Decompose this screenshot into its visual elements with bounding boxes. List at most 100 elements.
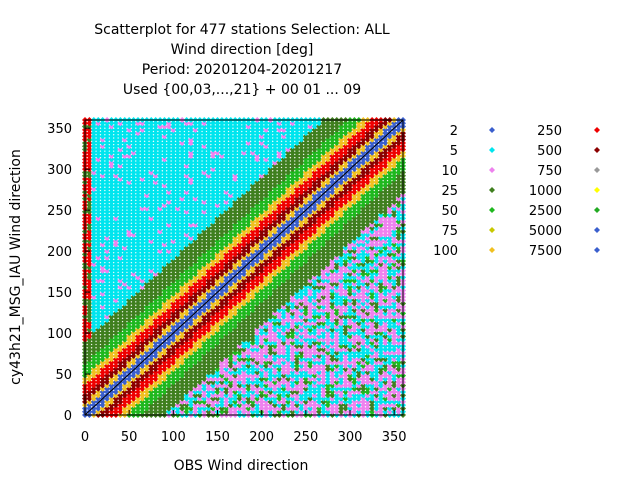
scatter-point bbox=[126, 238, 133, 245]
scatter-point bbox=[112, 395, 119, 402]
scatter-point bbox=[90, 280, 97, 287]
scatter-point bbox=[148, 189, 155, 196]
scatter-point bbox=[86, 221, 93, 228]
scatter-point bbox=[108, 130, 115, 137]
scatter-point bbox=[152, 254, 159, 261]
scatter-point bbox=[135, 290, 141, 297]
scatter-point bbox=[157, 300, 164, 307]
scatter-point bbox=[95, 254, 102, 261]
scatter-point bbox=[143, 248, 150, 255]
scatter-point bbox=[143, 405, 150, 412]
scatter-point bbox=[104, 408, 111, 415]
scatter-point bbox=[95, 294, 102, 300]
scatter-point bbox=[152, 205, 159, 212]
scatter-point bbox=[112, 405, 119, 412]
scatter-point bbox=[148, 313, 155, 320]
scatter-point bbox=[108, 349, 115, 356]
scatter-point bbox=[90, 392, 97, 399]
scatter-point bbox=[130, 146, 137, 153]
scatter-point bbox=[104, 257, 111, 264]
scatter-point bbox=[117, 326, 124, 333]
scatter-point bbox=[143, 235, 150, 241]
scatter-point bbox=[95, 346, 102, 353]
scatter-point bbox=[90, 244, 97, 251]
scatter-point bbox=[148, 359, 155, 366]
scatter-point bbox=[139, 385, 146, 392]
scatter-point bbox=[148, 212, 155, 219]
scatter-point bbox=[86, 202, 93, 209]
scatter-point bbox=[148, 133, 155, 140]
scatter-point bbox=[90, 149, 97, 156]
scatter-point bbox=[95, 225, 102, 232]
scatter-point bbox=[108, 185, 115, 192]
scatter-point bbox=[152, 392, 159, 399]
scatter-point bbox=[90, 339, 97, 346]
scatter-point bbox=[90, 228, 97, 235]
scatter-point bbox=[117, 231, 124, 238]
scatter-point bbox=[143, 169, 150, 176]
scatter-point bbox=[117, 120, 124, 127]
scatter-point bbox=[130, 375, 137, 382]
scatter-point bbox=[139, 182, 146, 189]
scatter-point bbox=[117, 238, 124, 245]
scatter-point bbox=[130, 172, 137, 179]
scatter-point bbox=[121, 385, 128, 392]
scatter-point bbox=[121, 375, 128, 382]
scatter-point bbox=[90, 346, 97, 353]
scatter-point bbox=[148, 254, 155, 261]
scatter-point bbox=[104, 195, 111, 202]
scatter-point bbox=[126, 353, 133, 359]
scatter-point bbox=[143, 297, 150, 304]
scatter-point bbox=[152, 294, 159, 300]
scatter-point bbox=[126, 369, 133, 376]
scatter-point bbox=[152, 379, 159, 386]
scatter-point bbox=[86, 218, 93, 225]
scatter-point bbox=[148, 159, 155, 166]
scatter-point bbox=[104, 212, 111, 219]
scatter-point bbox=[108, 159, 115, 166]
scatter-point bbox=[143, 300, 150, 307]
scatter-point bbox=[108, 169, 115, 176]
scatter-point bbox=[99, 228, 106, 235]
scatter-point bbox=[104, 228, 111, 235]
scatter-point bbox=[108, 316, 115, 323]
scatter-point bbox=[148, 395, 155, 402]
scatter-point bbox=[130, 208, 137, 215]
scatter-point bbox=[130, 185, 137, 192]
scatter-point bbox=[86, 267, 93, 274]
scatter-point bbox=[86, 359, 93, 366]
scatter-point bbox=[108, 300, 115, 307]
scatter-point bbox=[152, 166, 159, 173]
scatter-point bbox=[130, 280, 137, 287]
scatter-point bbox=[95, 126, 102, 133]
scatter-point bbox=[130, 139, 137, 146]
scatter-point bbox=[112, 330, 119, 337]
scatter-point bbox=[135, 297, 141, 304]
scatter-point bbox=[95, 280, 102, 287]
scatter-point bbox=[90, 159, 97, 166]
scatter-point bbox=[104, 277, 111, 284]
scatter-point bbox=[117, 244, 124, 251]
scatter-point bbox=[108, 333, 115, 340]
scatter-point bbox=[99, 389, 106, 396]
scatter-point bbox=[121, 215, 128, 222]
scatter-point bbox=[135, 136, 141, 143]
scatter-point bbox=[126, 192, 133, 199]
scatter-point bbox=[117, 290, 124, 297]
scatter-point bbox=[95, 353, 102, 359]
scatter-point bbox=[152, 215, 159, 222]
scatter-point bbox=[90, 264, 97, 271]
scatter-point bbox=[112, 353, 119, 359]
scatter-point bbox=[104, 159, 111, 166]
scatter-point bbox=[135, 143, 141, 150]
scatter-point bbox=[126, 120, 133, 127]
scatter-point bbox=[121, 189, 128, 196]
scatter-point bbox=[99, 185, 106, 192]
scatter-point bbox=[135, 208, 141, 215]
scatter-point bbox=[135, 336, 141, 343]
scatter-point bbox=[148, 208, 155, 215]
scatter-point bbox=[117, 353, 124, 359]
scatter-point bbox=[112, 274, 119, 281]
scatter-point bbox=[130, 189, 137, 196]
scatter-point bbox=[148, 264, 155, 271]
